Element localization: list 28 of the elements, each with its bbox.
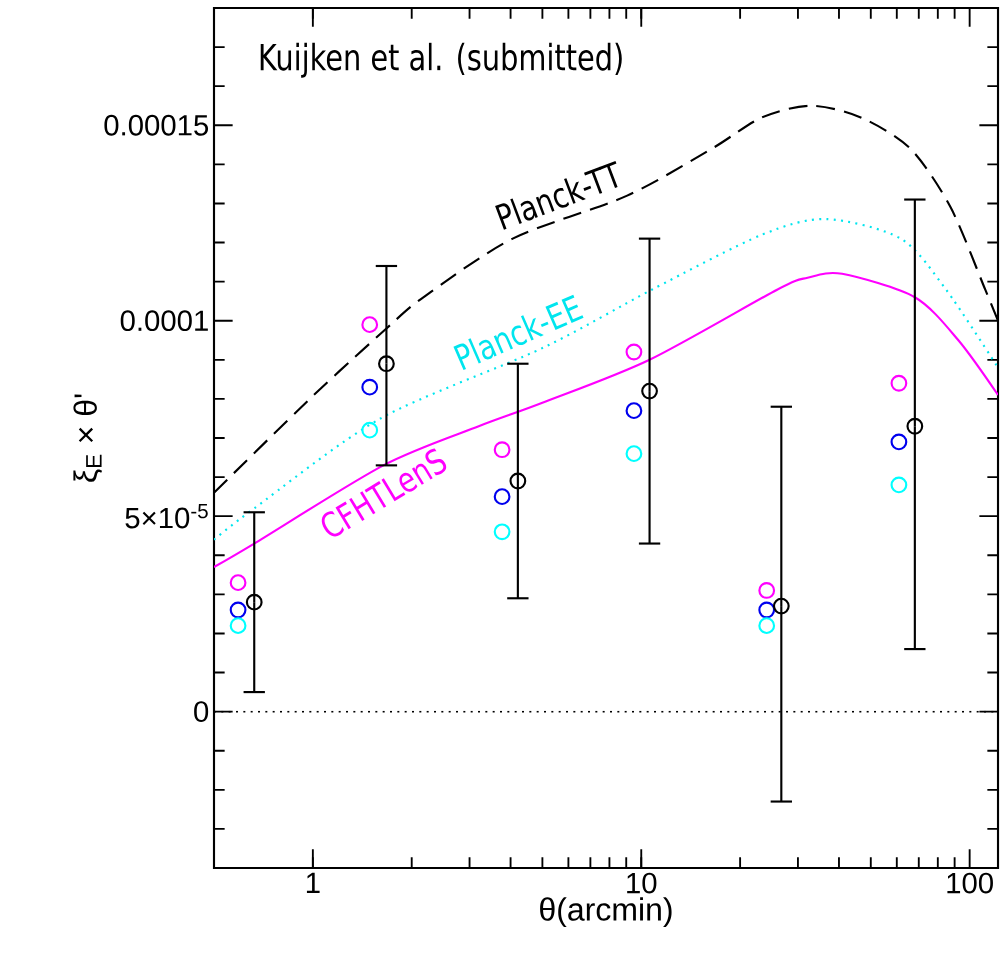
point [758, 617, 776, 635]
x-tick-label: 100 [947, 872, 993, 894]
point [229, 601, 247, 619]
point [625, 343, 643, 361]
point [361, 421, 379, 439]
x-axis-title: θ(arcmin) [540, 897, 672, 928]
point [758, 601, 776, 619]
point [493, 523, 511, 541]
point [890, 374, 908, 392]
point [493, 488, 511, 506]
point [361, 316, 379, 334]
point [758, 582, 776, 599]
y-tick-label: 0.0001 [120, 310, 208, 332]
y-axis-title: ξ$_{E}$ × θ' [73, 394, 103, 482]
y-tick-label: 0 [194, 701, 209, 723]
point [493, 441, 511, 459]
annotation: Kuijken et al. (submitted) [260, 42, 622, 78]
y-tick-label: 0.00015 [104, 114, 209, 136]
point [890, 476, 908, 494]
x-tick-label: 10 [627, 872, 657, 894]
point [890, 433, 908, 451]
point [229, 617, 247, 635]
y-tick-label: 5×10$^{-5}$ [125, 503, 208, 529]
x-tick-label: 1 [306, 872, 320, 893]
point [361, 378, 379, 396]
point [625, 445, 643, 463]
point [625, 402, 643, 420]
point [229, 574, 247, 592]
